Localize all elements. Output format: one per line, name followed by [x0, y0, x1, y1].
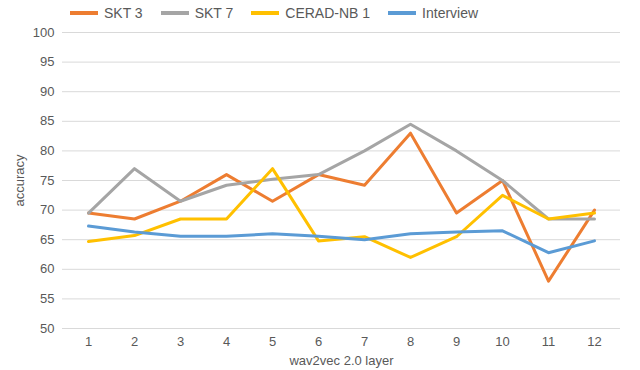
svg-text:wav2vec 2.0 layer: wav2vec 2.0 layer: [288, 353, 394, 368]
svg-text:100: 100: [33, 25, 55, 40]
html-text:SKT 3: SKT 3: [104, 4, 143, 21]
svg-text:2: 2: [131, 334, 138, 349]
svg-text:12: 12: [587, 334, 601, 349]
svg-text:60: 60: [40, 261, 54, 276]
svg-text:90: 90: [40, 84, 54, 99]
svg-text:10: 10: [495, 334, 509, 349]
svg-text:65: 65: [40, 232, 54, 247]
svg-text:75: 75: [40, 173, 54, 188]
svg-text:70: 70: [40, 202, 54, 217]
svg-text:9: 9: [453, 334, 460, 349]
html-text:Interview: Interview: [422, 4, 479, 21]
html-text:CERAD-NB 1: CERAD-NB 1: [285, 4, 371, 21]
svg-text:50: 50: [40, 321, 54, 336]
svg-text:accuracy: accuracy: [12, 154, 27, 207]
svg-text:1: 1: [85, 334, 92, 349]
svg-text:4: 4: [223, 334, 230, 349]
svg-text:95: 95: [40, 54, 54, 69]
svg-text:85: 85: [40, 113, 54, 128]
html-text:SKT 7: SKT 7: [194, 4, 234, 21]
svg-text:5: 5: [269, 334, 276, 349]
svg-text:55: 55: [40, 291, 54, 306]
svg-text:80: 80: [40, 143, 54, 158]
svg-text:8: 8: [407, 334, 414, 349]
svg-text:6: 6: [315, 334, 322, 349]
svg-text:3: 3: [177, 334, 184, 349]
svg-text:7: 7: [361, 334, 368, 349]
svg-text:11: 11: [542, 334, 556, 349]
